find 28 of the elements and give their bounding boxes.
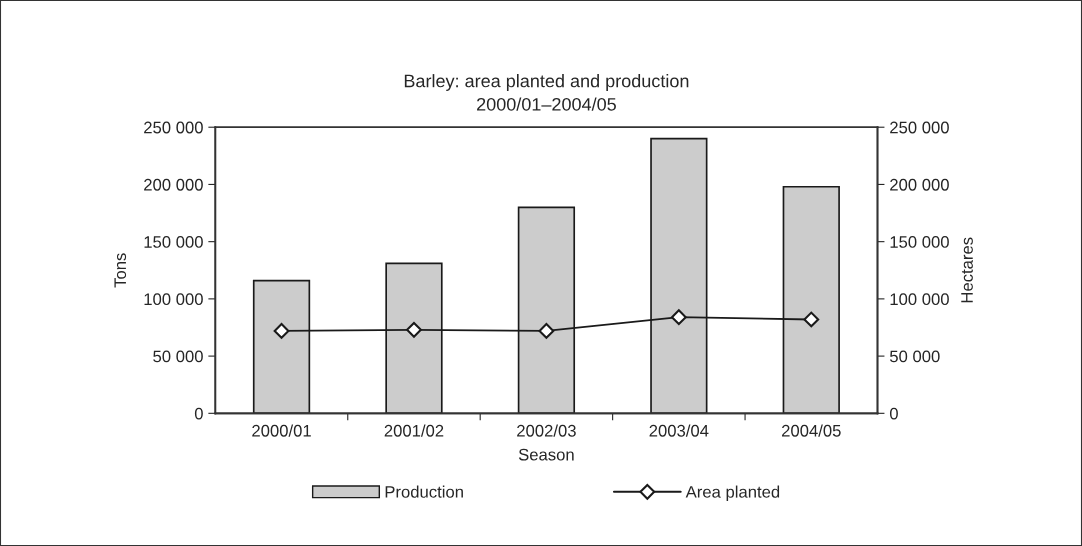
y2-tick-label: 0 [889, 407, 898, 420]
y-tick-label: 150 000 [144, 236, 203, 248]
y-tick-label: 50 000 [153, 350, 203, 363]
y-tick-label: 100 000 [144, 293, 203, 306]
y2-tick-label: 200 000 [890, 178, 949, 191]
y2-tick-label: 100 000 [890, 293, 949, 306]
chart-title: Barley: area planted and production 2000/01–2004/05 [404, 74, 689, 111]
point [406, 321, 422, 338]
y-tick-label: 0 [194, 407, 203, 420]
x-tick-label: 2000/01 [252, 424, 311, 437]
x-tick-label: 2004/05 [782, 424, 841, 437]
y2-axis-title: Hectares [961, 237, 973, 303]
y2-tick-label: 150 000 [890, 236, 949, 248]
y-tick-label: 200 000 [144, 178, 203, 191]
point [803, 311, 820, 328]
point [670, 309, 687, 326]
point [273, 323, 290, 339]
y2-tick-label: 250 000 [890, 121, 949, 134]
y-axis-title: Tons [114, 253, 127, 288]
x-tick-label: 2001/02 [384, 424, 444, 437]
x-tick-label: 2003/04 [649, 424, 709, 437]
legend-label: Production [385, 485, 463, 498]
x-tick-label: 2002/03 [517, 424, 576, 437]
point [538, 323, 555, 339]
y-tick-label: 250 000 [144, 121, 203, 134]
y2-tick-label: 50 000 [889, 350, 940, 363]
legend-label: Area planted [685, 485, 780, 502]
x-axis-title: Season [518, 448, 574, 461]
